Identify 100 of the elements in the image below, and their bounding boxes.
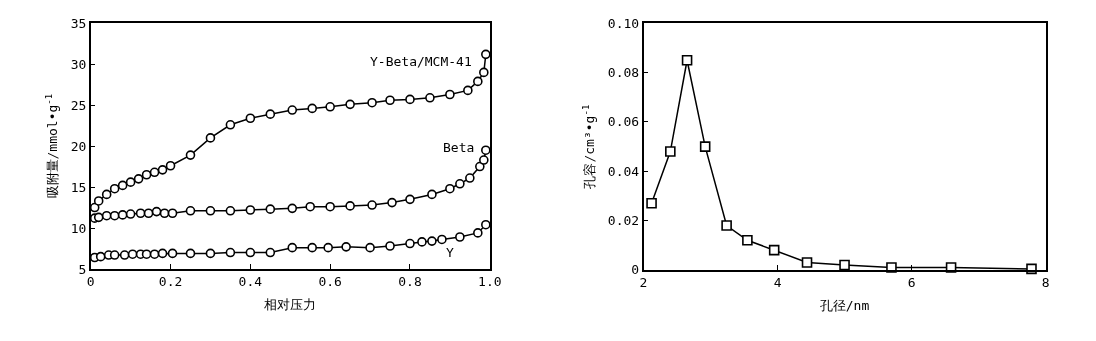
y-tick-label: 35 bbox=[70, 15, 87, 31]
point bbox=[425, 92, 435, 103]
point bbox=[125, 209, 136, 219]
point bbox=[143, 208, 154, 219]
point bbox=[367, 97, 377, 108]
point bbox=[135, 208, 146, 219]
point bbox=[405, 94, 415, 105]
point bbox=[287, 203, 298, 214]
point bbox=[149, 167, 160, 178]
point bbox=[445, 183, 455, 194]
series-label: Y bbox=[446, 245, 454, 260]
point bbox=[699, 141, 711, 152]
point bbox=[157, 248, 168, 259]
point bbox=[427, 189, 437, 200]
point bbox=[225, 247, 236, 258]
point bbox=[265, 109, 276, 119]
point bbox=[481, 145, 491, 155]
y-tick-label: 20 bbox=[70, 138, 87, 154]
point bbox=[742, 235, 753, 246]
point bbox=[481, 49, 491, 60]
point bbox=[341, 242, 351, 252]
point bbox=[245, 205, 256, 215]
point bbox=[245, 247, 256, 258]
y-tick-label: 30 bbox=[70, 56, 87, 72]
point bbox=[405, 238, 415, 249]
point bbox=[481, 219, 491, 230]
point bbox=[479, 155, 489, 165]
point bbox=[665, 146, 676, 157]
point bbox=[101, 210, 112, 221]
y-tick-label: 0.02 bbox=[607, 213, 640, 229]
point bbox=[473, 76, 483, 87]
point bbox=[839, 259, 850, 271]
y-tick-label: 25 bbox=[70, 97, 87, 113]
point bbox=[323, 242, 333, 253]
point bbox=[205, 248, 216, 259]
x-tick-label: 0.4 bbox=[238, 274, 263, 290]
point bbox=[427, 236, 437, 246]
y-tick-label: 15 bbox=[70, 179, 87, 195]
point bbox=[141, 249, 152, 259]
x-tick-label: 1.0 bbox=[478, 274, 502, 290]
point bbox=[119, 250, 130, 260]
x-tick-label: 6 bbox=[907, 275, 916, 291]
x-tick-label: 0.6 bbox=[318, 274, 342, 290]
point bbox=[305, 201, 316, 212]
point bbox=[455, 232, 465, 242]
point bbox=[385, 95, 395, 106]
x-tick-label: 2 bbox=[639, 275, 648, 291]
x-tick-label: 0.8 bbox=[398, 274, 422, 290]
point bbox=[141, 169, 152, 180]
y-tick-label: 0 bbox=[631, 262, 640, 278]
point bbox=[109, 250, 120, 260]
point bbox=[157, 165, 168, 175]
point bbox=[465, 173, 475, 183]
point bbox=[475, 161, 485, 172]
point bbox=[167, 208, 178, 219]
point bbox=[307, 242, 318, 253]
point bbox=[225, 206, 236, 216]
point bbox=[165, 160, 176, 171]
y-tick-label: 0.10 bbox=[607, 15, 640, 31]
y-tick-label: 10 bbox=[70, 220, 87, 236]
point bbox=[721, 220, 732, 231]
point bbox=[437, 234, 447, 245]
point bbox=[287, 242, 298, 253]
point bbox=[133, 174, 144, 184]
point bbox=[405, 194, 415, 205]
point bbox=[185, 248, 196, 259]
series-label: Beta bbox=[443, 140, 475, 155]
point bbox=[325, 201, 335, 212]
point bbox=[117, 210, 128, 220]
point bbox=[95, 251, 106, 262]
x-axis-title: 相对压力 bbox=[264, 297, 317, 313]
point bbox=[125, 177, 136, 187]
point bbox=[117, 180, 128, 191]
point bbox=[445, 89, 455, 100]
point bbox=[93, 196, 104, 206]
y-tick-label: 5 bbox=[78, 261, 87, 277]
point bbox=[287, 105, 298, 115]
point bbox=[387, 197, 397, 208]
point bbox=[455, 178, 465, 189]
point bbox=[205, 133, 216, 143]
point bbox=[801, 257, 813, 268]
point bbox=[127, 249, 138, 259]
point bbox=[417, 237, 427, 247]
point bbox=[101, 189, 112, 200]
point bbox=[185, 150, 196, 160]
point bbox=[345, 201, 355, 211]
point bbox=[473, 228, 483, 238]
point bbox=[463, 85, 473, 96]
y-tick-label: 0.08 bbox=[607, 65, 640, 81]
point bbox=[225, 120, 236, 130]
point bbox=[345, 99, 355, 110]
x-tick-label: 0.2 bbox=[158, 274, 183, 290]
point bbox=[307, 103, 318, 114]
x-tick-label: 4 bbox=[773, 275, 782, 291]
point bbox=[479, 67, 489, 78]
point bbox=[265, 204, 276, 214]
point bbox=[109, 210, 120, 221]
point bbox=[768, 244, 780, 256]
y-tick-label: 0.04 bbox=[607, 163, 640, 179]
point bbox=[205, 206, 216, 216]
